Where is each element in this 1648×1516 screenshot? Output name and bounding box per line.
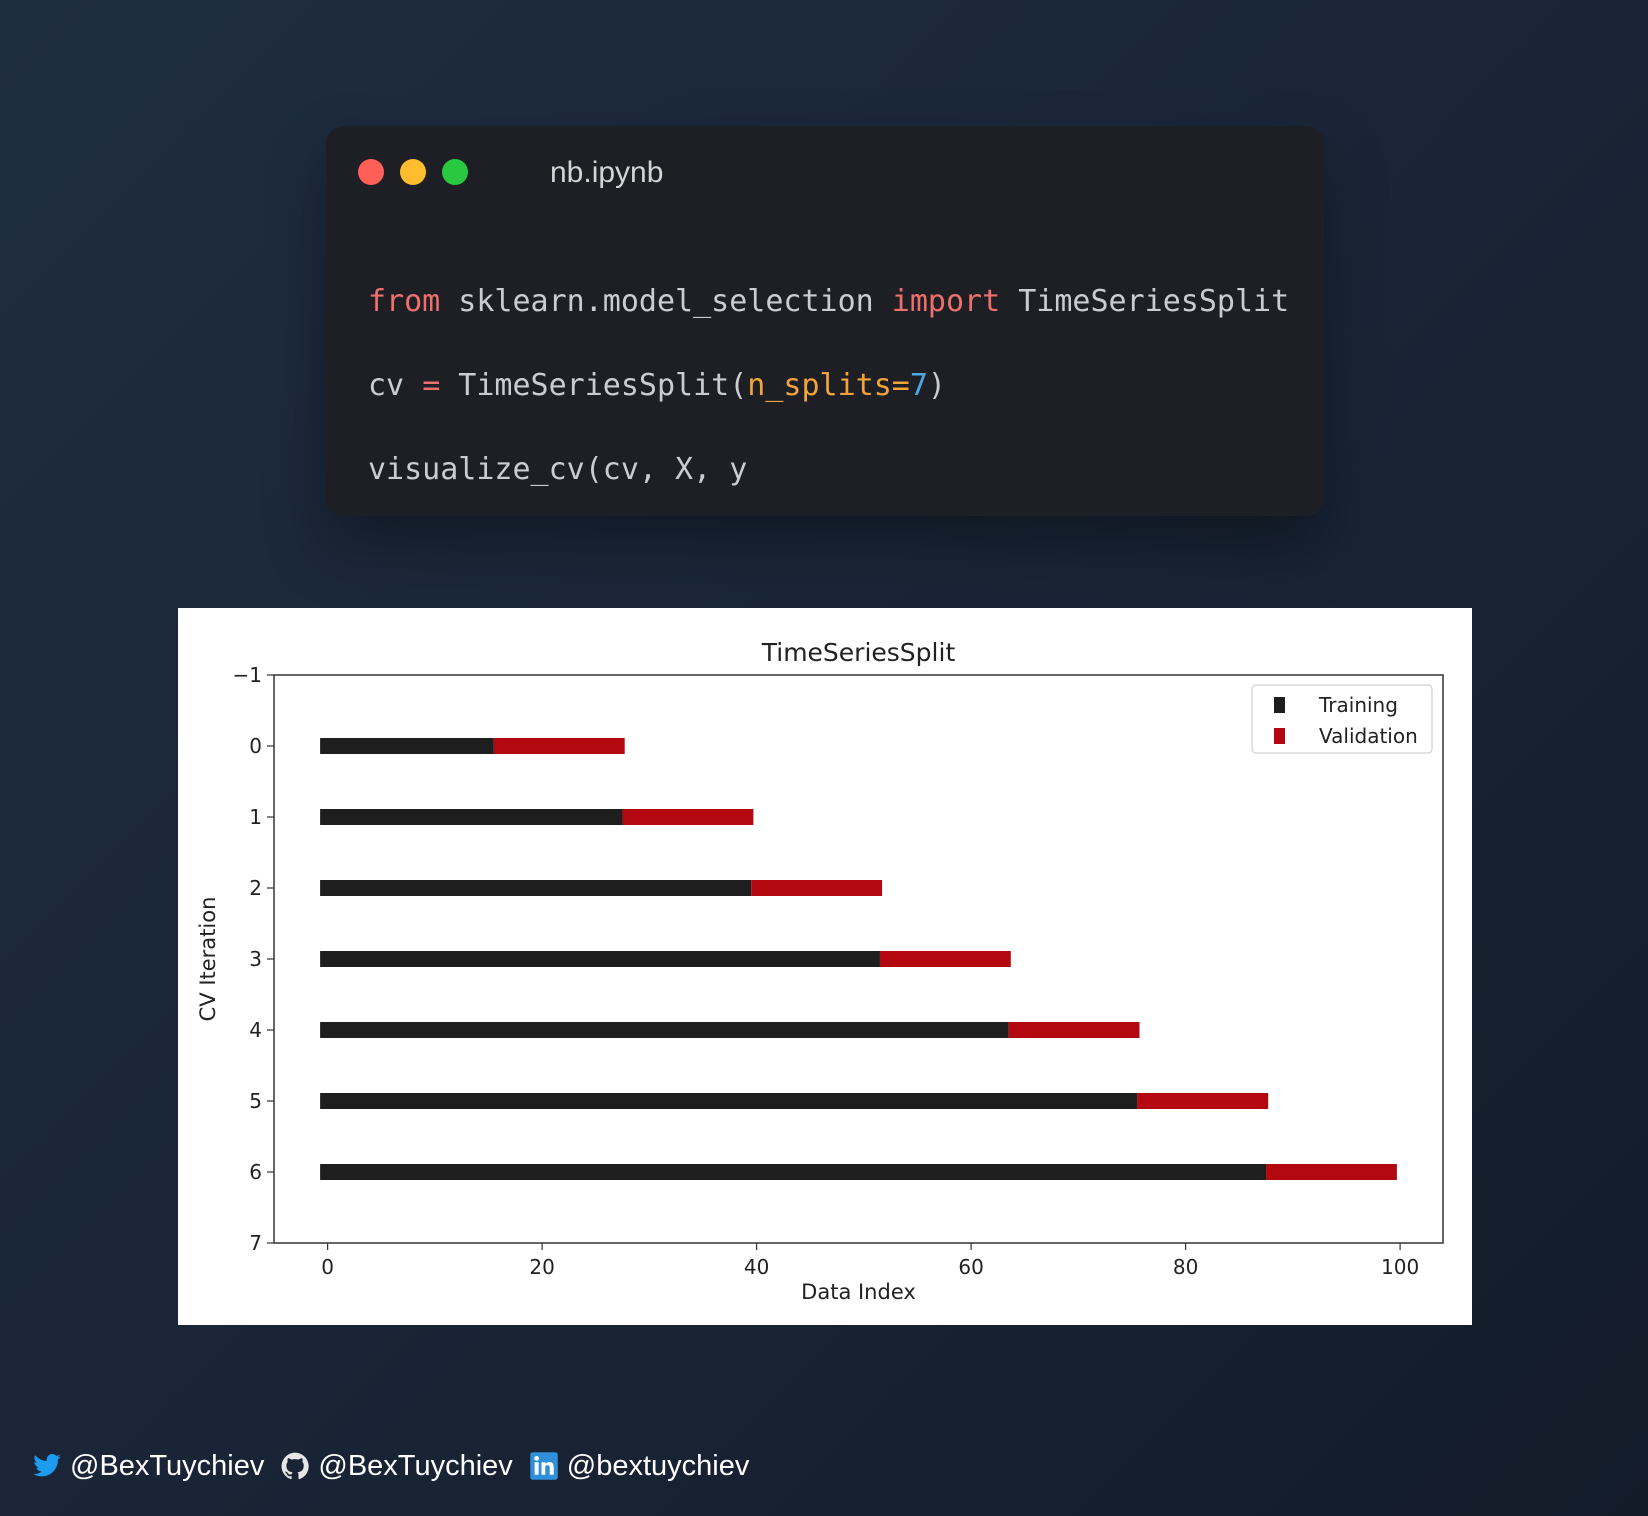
minimize-window-button[interactable] [400, 159, 426, 185]
x-tick-label: 40 [744, 1255, 769, 1279]
code-line: cv = TimeSeriesSplit(n_splits=7) [368, 344, 1289, 428]
training-bar [320, 951, 880, 967]
code-token: n_splits= [747, 368, 910, 403]
y-tick-label: 4 [249, 1018, 262, 1042]
y-tick-label: −1 [233, 663, 262, 687]
validation-bar [1266, 1164, 1397, 1180]
legend-label: Validation [1319, 724, 1418, 748]
twitter-link[interactable]: @BexTuychiev [32, 1450, 264, 1483]
legend-swatch [1274, 728, 1285, 744]
linkedin-link[interactable]: @bextuychiev [529, 1449, 750, 1483]
footer: @BexTuychiev @BexTuychiev @bextuychiev [32, 1446, 765, 1486]
x-axis-label: Data Index [801, 1280, 916, 1304]
code-token: import [891, 284, 1001, 319]
code-token: = [422, 368, 441, 403]
linkedin-icon [530, 1452, 558, 1480]
training-bar [320, 1022, 1009, 1038]
code-token: sklearn.model_selection [440, 284, 892, 319]
legend-swatch [1274, 697, 1285, 713]
close-window-button[interactable] [358, 159, 384, 185]
code-token: from [368, 284, 441, 319]
x-tick-label: 80 [1173, 1255, 1198, 1279]
github-link[interactable]: @BexTuychiev [280, 1449, 513, 1483]
twitter-icon [33, 1454, 61, 1477]
maximize-window-button[interactable] [442, 159, 468, 185]
github-icon [281, 1452, 310, 1480]
x-tick-label: 0 [321, 1255, 334, 1279]
training-bar [320, 1093, 1138, 1109]
y-tick-label: 5 [249, 1089, 262, 1113]
validation-bar [493, 738, 625, 754]
code-token: visualize_cv(cv, X, y [368, 452, 748, 487]
y-tick-label: 7 [249, 1231, 262, 1255]
code-block: from sklearn.model_selection import Time… [368, 260, 1289, 512]
x-tick-label: 20 [529, 1255, 554, 1279]
x-tick-label: 100 [1381, 1255, 1419, 1279]
code-line: from sklearn.model_selection import Time… [368, 260, 1289, 344]
validation-bar [1008, 1022, 1140, 1038]
github-handle: @BexTuychiev [318, 1449, 513, 1482]
code-token: cv [368, 368, 423, 403]
twitter-handle: @BexTuychiev [70, 1449, 265, 1482]
validation-bar [879, 951, 1011, 967]
x-tick-label: 60 [958, 1255, 983, 1279]
training-bar [320, 1164, 1267, 1180]
validation-bar [622, 809, 754, 825]
window-title: nb.ipynb [550, 156, 664, 189]
y-tick-label: 0 [249, 734, 262, 758]
code-token: ) [927, 368, 946, 403]
training-bar [320, 809, 623, 825]
validation-bar [1137, 1093, 1269, 1109]
legend-label: Training [1318, 693, 1398, 717]
chart-card: TimeSeriesSplit 0 20 40 60 80 100 −1 0 1 2 3 4 5 6 7 Dat… [178, 608, 1472, 1325]
code-token: 7 [909, 368, 928, 403]
linkedin-handle: @bextuychiev [566, 1449, 750, 1482]
y-tick-label: 3 [249, 947, 262, 971]
code-line: visualize_cv(cv, X, y [368, 428, 1289, 512]
cv-chart: TimeSeriesSplit 0 20 40 60 80 100 −1 0 1 2 3 4 5 6 7 Dat… [196, 638, 1444, 1304]
chart-title: TimeSeriesSplit [761, 638, 956, 667]
y-tick-label: 1 [249, 805, 262, 829]
code-token: TimeSeriesSplit( [440, 368, 748, 403]
y-tick-label: 6 [249, 1160, 262, 1184]
training-bar [320, 738, 494, 754]
y-tick-label: 2 [249, 876, 262, 900]
validation-bar [751, 880, 883, 896]
legend-box [1251, 684, 1433, 754]
training-bar [320, 880, 752, 896]
code-token: TimeSeriesSplit [1000, 284, 1290, 319]
code-window: nb.ipynb from sklearn.model_selection im… [326, 126, 1324, 516]
y-axis-label: CV Iteration [196, 897, 220, 1022]
